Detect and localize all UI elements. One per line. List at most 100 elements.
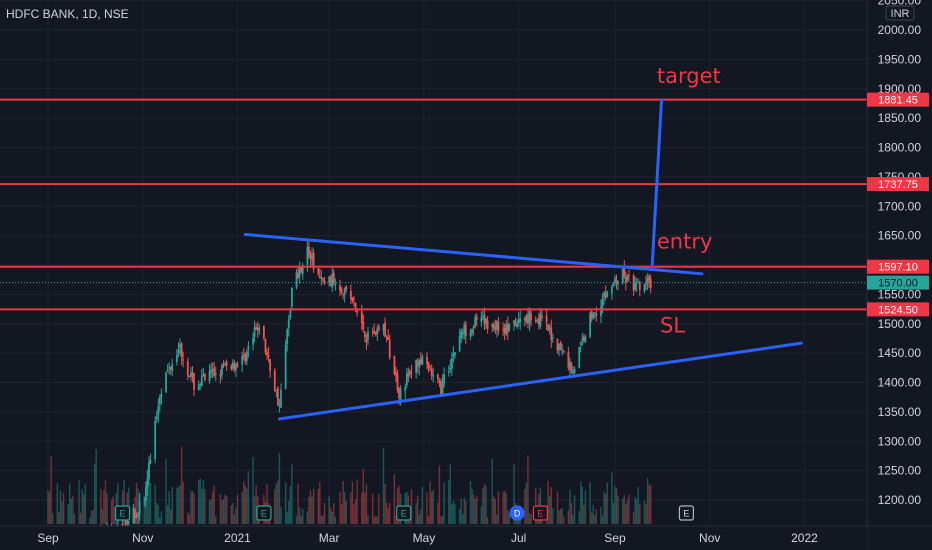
- volume-bar: [547, 480, 549, 524]
- volume-bar: [367, 515, 369, 524]
- volume-bar: [56, 483, 59, 524]
- volume-bar: [494, 499, 497, 524]
- candle-body: [593, 312, 596, 314]
- volume-bar: [73, 513, 76, 524]
- candle-body: [211, 368, 214, 371]
- currency-badge[interactable]: [885, 5, 915, 21]
- volume-bar: [300, 515, 302, 524]
- candle-body: [606, 291, 609, 297]
- candle-body: [604, 293, 607, 298]
- volume-bar: [452, 500, 455, 524]
- current-price-tag: [867, 275, 929, 290]
- volume-bar: [339, 492, 341, 524]
- time-axis-panel[interactable]: [0, 526, 867, 550]
- event-marker[interactable]: [678, 505, 695, 521]
- volume-bar: [219, 494, 222, 524]
- volume-bar: [634, 496, 636, 524]
- volume-bar: [364, 492, 366, 524]
- volume-bar: [572, 514, 574, 524]
- y-tick-label: 1950.00: [878, 52, 922, 66]
- candle-body: [570, 363, 573, 373]
- volume-bar: [623, 494, 625, 524]
- candle-body: [306, 246, 309, 265]
- volume-bar: [482, 487, 484, 524]
- volume-bar: [235, 507, 237, 524]
- candle-body: [208, 371, 211, 382]
- candle-body: [275, 389, 278, 391]
- event-marker[interactable]: [396, 505, 412, 521]
- candle-body: [628, 275, 630, 277]
- volume-bar: [247, 471, 250, 524]
- trendline[interactable]: [277, 341, 803, 421]
- volume-bar: [312, 488, 315, 524]
- candle-body: [356, 309, 359, 313]
- candle-body: [264, 338, 267, 353]
- volume-bar: [112, 496, 114, 524]
- volume-bar: [486, 517, 489, 524]
- candle-body: [438, 380, 441, 383]
- volume-bar: [384, 484, 386, 524]
- candle-body: [418, 360, 421, 368]
- volume-bar: [387, 507, 389, 524]
- event-marker[interactable]: [114, 505, 131, 521]
- candle-body: [572, 372, 574, 374]
- annotation-label: SL: [660, 314, 685, 338]
- candle-body: [600, 306, 602, 317]
- volume-bar: [201, 488, 203, 524]
- candle-body: [171, 363, 174, 371]
- y-tick-label: 1250.00: [878, 464, 922, 478]
- volume-bar: [527, 455, 529, 524]
- volume-bar: [342, 481, 344, 524]
- volume-bar: [382, 447, 385, 524]
- volume-bar: [580, 481, 582, 524]
- event-marker-label: E: [683, 509, 689, 519]
- volume-bar: [356, 479, 358, 524]
- candle-body: [592, 313, 595, 318]
- trendline[interactable]: [650, 98, 664, 266]
- candle-body: [497, 321, 500, 331]
- volume-bar: [69, 483, 71, 524]
- level-price-tag: [867, 302, 929, 317]
- candle-body: [548, 326, 551, 330]
- volume-bar: [601, 515, 604, 524]
- y-tick-label: 2050.00: [878, 0, 922, 8]
- candle-body: [241, 355, 244, 365]
- candle-body: [649, 278, 652, 288]
- candle-body: [534, 319, 537, 321]
- y-tick-label: 1300.00: [878, 434, 922, 448]
- volume-bar: [137, 488, 139, 524]
- volume-bar: [584, 490, 587, 524]
- level-price-label: 1597.10: [878, 262, 918, 274]
- candle-body: [646, 278, 649, 283]
- volume-bar: [454, 504, 456, 524]
- volume-bar: [389, 502, 391, 524]
- candle-body: [280, 389, 282, 408]
- candle-body: [404, 387, 407, 391]
- volume-bar: [322, 514, 324, 524]
- volume-bar: [451, 503, 453, 524]
- event-marker[interactable]: [256, 505, 272, 521]
- volume-bar: [549, 495, 551, 524]
- event-marker[interactable]: [509, 505, 525, 521]
- horizontal-levels: [0, 98, 867, 311]
- volume-bar: [168, 491, 170, 524]
- event-marker[interactable]: [532, 505, 548, 521]
- price-axis-panel[interactable]: [867, 0, 932, 550]
- trendline[interactable]: [243, 232, 704, 276]
- candle-body: [134, 509, 136, 519]
- y-tick-label: 1550.00: [878, 287, 922, 301]
- volume-bar: [430, 491, 433, 524]
- y-tick-label: 1400.00: [878, 376, 922, 390]
- candle-body: [483, 314, 486, 325]
- candle-body: [385, 337, 388, 339]
- volume-bar: [528, 512, 531, 524]
- candle-body: [624, 277, 627, 283]
- candle-body: [367, 331, 369, 340]
- volume-bar: [328, 496, 330, 524]
- volume-bar: [280, 507, 282, 524]
- candle-body: [132, 508, 135, 524]
- volume-bar: [288, 500, 290, 524]
- volume-bar: [561, 507, 563, 524]
- volume-bar: [622, 498, 624, 524]
